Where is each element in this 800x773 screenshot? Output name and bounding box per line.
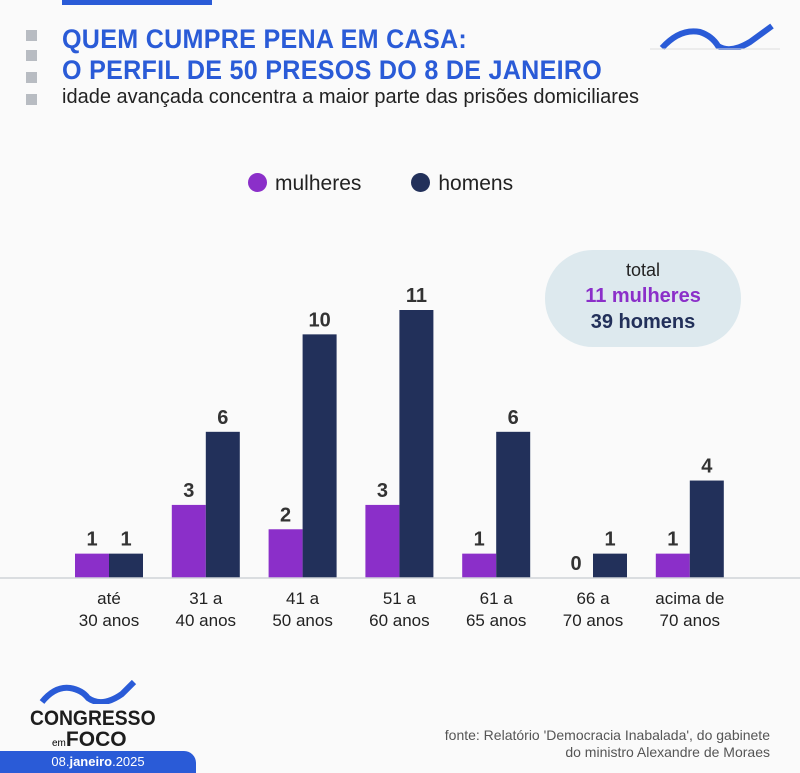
bar-homens-1 xyxy=(205,431,240,578)
title-line-1: QUEM CUMPRE PENA EM CASA: xyxy=(62,24,468,54)
total-men: 39 homens xyxy=(590,311,696,333)
source-line-2: do ministro Alexandre de Moraes xyxy=(565,744,770,760)
congresso-em-foco-logo: CONGRESSO emFOCO xyxy=(30,679,167,752)
data-label: 2 xyxy=(280,504,291,526)
data-label: 1 xyxy=(604,529,615,551)
top-accent-bar xyxy=(62,0,212,5)
legend-label: mulheres xyxy=(275,172,362,195)
bar-homens-2 xyxy=(302,334,337,578)
legend-item-men: homens xyxy=(411,172,513,196)
source-note: fonte: Relatório 'Democracia Inabalada',… xyxy=(445,727,770,761)
legend-item-women: mulheres xyxy=(248,172,361,196)
decor-square xyxy=(26,94,37,105)
category-label: 31 a 40 anos xyxy=(175,589,237,630)
bar-homens-0 xyxy=(109,553,143,578)
data-label: 1 xyxy=(86,529,97,551)
data-label: 3 xyxy=(183,480,194,502)
bar-mulheres-4 xyxy=(462,553,497,578)
data-label: 1 xyxy=(667,529,678,551)
category-label: até 30 anos xyxy=(78,589,140,630)
data-label: 1 xyxy=(474,529,485,551)
decor-square xyxy=(26,30,37,41)
logo-foco: FOCO xyxy=(65,728,127,751)
legend-label: homens xyxy=(438,172,514,195)
bar-homens-6 xyxy=(689,480,724,578)
logo-em: em xyxy=(52,738,66,749)
data-label: 10 xyxy=(308,309,330,331)
data-label: 6 xyxy=(508,407,519,429)
data-label: 0 xyxy=(570,553,581,575)
data-label: 4 xyxy=(701,456,713,478)
bar-mulheres-6 xyxy=(655,553,690,578)
legend: mulheres homens xyxy=(248,172,513,196)
data-label: 6 xyxy=(217,407,228,429)
bar-homens-4 xyxy=(496,431,531,578)
decor-square xyxy=(26,72,37,83)
total-label: total xyxy=(625,260,661,280)
subtitle: idade avançada concentra a maior parte d… xyxy=(62,86,639,108)
category-label: 61 a 65 anos xyxy=(465,589,527,630)
date-day: 08. xyxy=(51,754,70,769)
source-line-1: fonte: Relatório 'Democracia Inabalada',… xyxy=(444,727,770,743)
total-box: total 11 mulheres 39 homens xyxy=(545,250,741,347)
logo-wave-icon xyxy=(39,679,137,706)
date-month: janeiro xyxy=(69,754,113,769)
women-dot-icon xyxy=(248,173,267,192)
men-dot-icon xyxy=(411,173,431,192)
data-label: 11 xyxy=(406,285,427,307)
bar-mulheres-1 xyxy=(171,504,206,578)
title-line-2: O PERFIL DE 50 PRESOS DO 8 DE JANEIRO xyxy=(62,55,603,85)
bar-mulheres-0 xyxy=(75,553,109,578)
logo-text: CONGRESSO xyxy=(30,707,156,730)
bar-homens-3 xyxy=(399,310,434,578)
bar-mulheres-3 xyxy=(365,504,400,578)
category-label: acima de 70 anos xyxy=(655,589,725,630)
date-year: .2025 xyxy=(112,754,145,769)
category-label: 66 a 70 anos xyxy=(562,589,624,630)
bar-mulheres-2 xyxy=(268,529,303,578)
total-women: 11 mulheres xyxy=(585,285,701,307)
data-label: 3 xyxy=(377,480,388,502)
date-bar: 08.janeiro.2025 xyxy=(0,751,196,773)
brand-wave-icon xyxy=(650,23,780,50)
data-label: 1 xyxy=(120,529,131,551)
category-label: 51 a 60 anos xyxy=(369,589,430,630)
category-label: 41 a 50 anos xyxy=(272,589,333,630)
decor-square xyxy=(26,50,37,61)
bar-homens-5 xyxy=(593,553,627,578)
